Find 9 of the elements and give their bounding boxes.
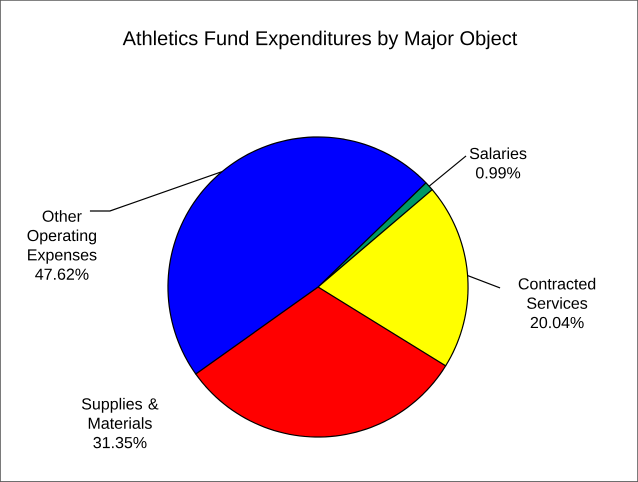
slice-label: Contracted Services	[518, 278, 596, 309]
slice-label: Other Operating Expenses	[28, 210, 96, 264]
data-label: 47.62%	[35, 268, 88, 280]
data-label: 0.99%	[476, 167, 520, 179]
slice-label: Supplies & Materials	[82, 398, 158, 429]
slice-label: Salaries	[470, 147, 526, 160]
chart-title: Athletics Fund Expenditures by Major Object	[122, 30, 518, 50]
data-label: 20.04%	[530, 316, 584, 328]
data-label: 31.35%	[93, 436, 147, 448]
